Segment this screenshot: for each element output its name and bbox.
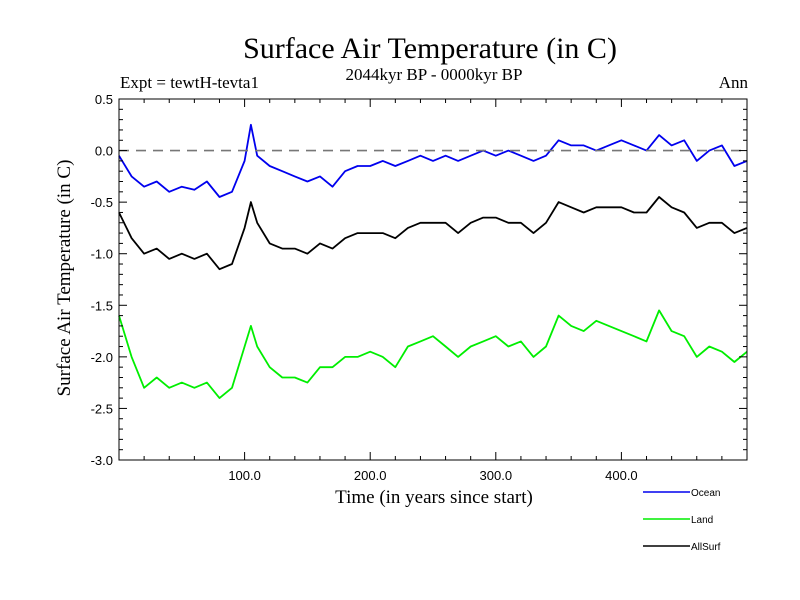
y-tick-label: -1.0 [91,247,113,262]
y-tick-label: -3.0 [91,453,113,468]
legend-label-land: Land [691,515,713,526]
legend: Ocean Land AllSurf [643,488,721,553]
series-line-ocean [118,123,748,198]
x-tick-label: 200.0 [354,468,387,483]
y-tick-label: 0.0 [95,144,113,159]
y-tick-label: 0.5 [95,92,113,107]
experiment-label: Expt = tewtH-tevta1 [120,73,259,92]
y-tick-label: -2.5 [91,401,113,416]
y-tick-label: -2.0 [91,350,113,365]
plot-frame [118,98,748,461]
series-line-land [118,309,748,400]
chart-title: Surface Air Temperature (in C) [243,32,617,65]
x-axis-label: Time (in years since start) [335,487,533,508]
x-tick-label: 400.0 [605,468,638,483]
y-axis-label: Surface Air Temperature (in C) [54,160,75,397]
season-label: Ann [719,73,749,92]
series-line-allsurf [118,196,748,271]
legend-label-ocean: Ocean [691,488,720,499]
x-tick-label: 300.0 [480,468,513,483]
x-tick-label: 100.0 [228,468,261,483]
y-axis: 0.5 0.0 -0.5 -1.0 -1.5 -2.0 -2.5 -3.0 [91,92,747,468]
chart-subtitle: 2044kyr BP - 0000kyr BP [346,65,523,84]
y-tick-label: -0.5 [91,195,113,210]
y-tick-label: -1.5 [91,298,113,313]
series-layer [118,123,748,400]
legend-label-allsurf: AllSurf [691,542,721,553]
x-axis: 100.0 200.0 300.0 400.0 [143,99,723,483]
